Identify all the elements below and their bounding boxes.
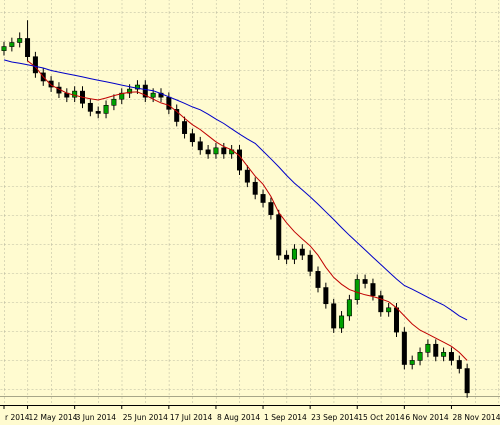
candle-body [331, 303, 337, 329]
candle-body [409, 360, 415, 365]
candle-body [111, 98, 117, 106]
x-tick-label: r 2014 [5, 413, 30, 422]
candle-body [166, 96, 172, 110]
candle-body [268, 202, 274, 215]
x-tick-label: 12 May 2014 [29, 413, 78, 422]
candle-body [17, 38, 23, 43]
candle-body [25, 38, 31, 57]
candle-body [127, 88, 133, 94]
candle-body [189, 133, 195, 143]
candle-body [323, 287, 329, 305]
candle-body [464, 368, 470, 394]
x-tick-label: 28 Nov 2014 [452, 413, 500, 422]
candle-body [346, 299, 352, 317]
x-tick-label: 17 Jul 2014 [170, 413, 213, 422]
candle-body [182, 121, 188, 134]
candle-body [252, 181, 258, 195]
candle-body [72, 90, 78, 98]
candle-body [339, 315, 345, 329]
x-tick-label: 15 Oct 2014 [358, 413, 405, 422]
candle-body [103, 105, 109, 114]
candle-body [362, 279, 368, 284]
candle-body [307, 254, 313, 272]
candle-body [378, 295, 384, 313]
candle-body [221, 147, 227, 155]
candle-body [417, 352, 423, 361]
candle-body [291, 248, 297, 260]
candle-body [9, 42, 15, 47]
candle-body [386, 307, 392, 313]
x-tick-label: 6 Nov 2014 [405, 413, 448, 422]
candle-body [425, 343, 431, 353]
x-tick-label: 1 Sep 2014 [264, 413, 307, 422]
candle-body [213, 147, 219, 155]
candle-body [244, 169, 250, 183]
x-tick-label: 8 Aug 2014 [217, 413, 260, 422]
candle-body [32, 56, 38, 74]
candle-body [448, 352, 454, 361]
candle-body [174, 109, 180, 122]
candle-body [276, 214, 282, 256]
candle-body [456, 360, 462, 369]
candle-body [1, 46, 7, 51]
candle-body [284, 254, 290, 260]
x-tick-label: 25 Jun 2014 [123, 413, 168, 422]
candle-body [393, 307, 399, 333]
candle-body [95, 111, 101, 114]
candle-body [142, 84, 148, 98]
moving-average-line [3, 59, 468, 321]
candle-body [315, 271, 321, 288]
candle-body [134, 84, 140, 90]
candle-body [237, 149, 243, 171]
candle-body [441, 352, 447, 357]
candle-body [197, 141, 203, 151]
x-tick-label: 3 Jun 2014 [76, 413, 117, 422]
candle-body [370, 283, 376, 296]
moving-average-line [27, 60, 468, 361]
candle-body [433, 343, 439, 357]
candle-body [205, 149, 211, 155]
candle-body [48, 80, 54, 88]
candle-body [260, 194, 266, 203]
candle-body [150, 92, 156, 98]
candle-body [401, 331, 407, 365]
candle-body [87, 102, 93, 112]
x-tick-label: 23 Sep 2014 [311, 413, 359, 422]
candle-body [299, 248, 305, 256]
candle-body [354, 279, 360, 301]
grid [0, 0, 500, 405]
